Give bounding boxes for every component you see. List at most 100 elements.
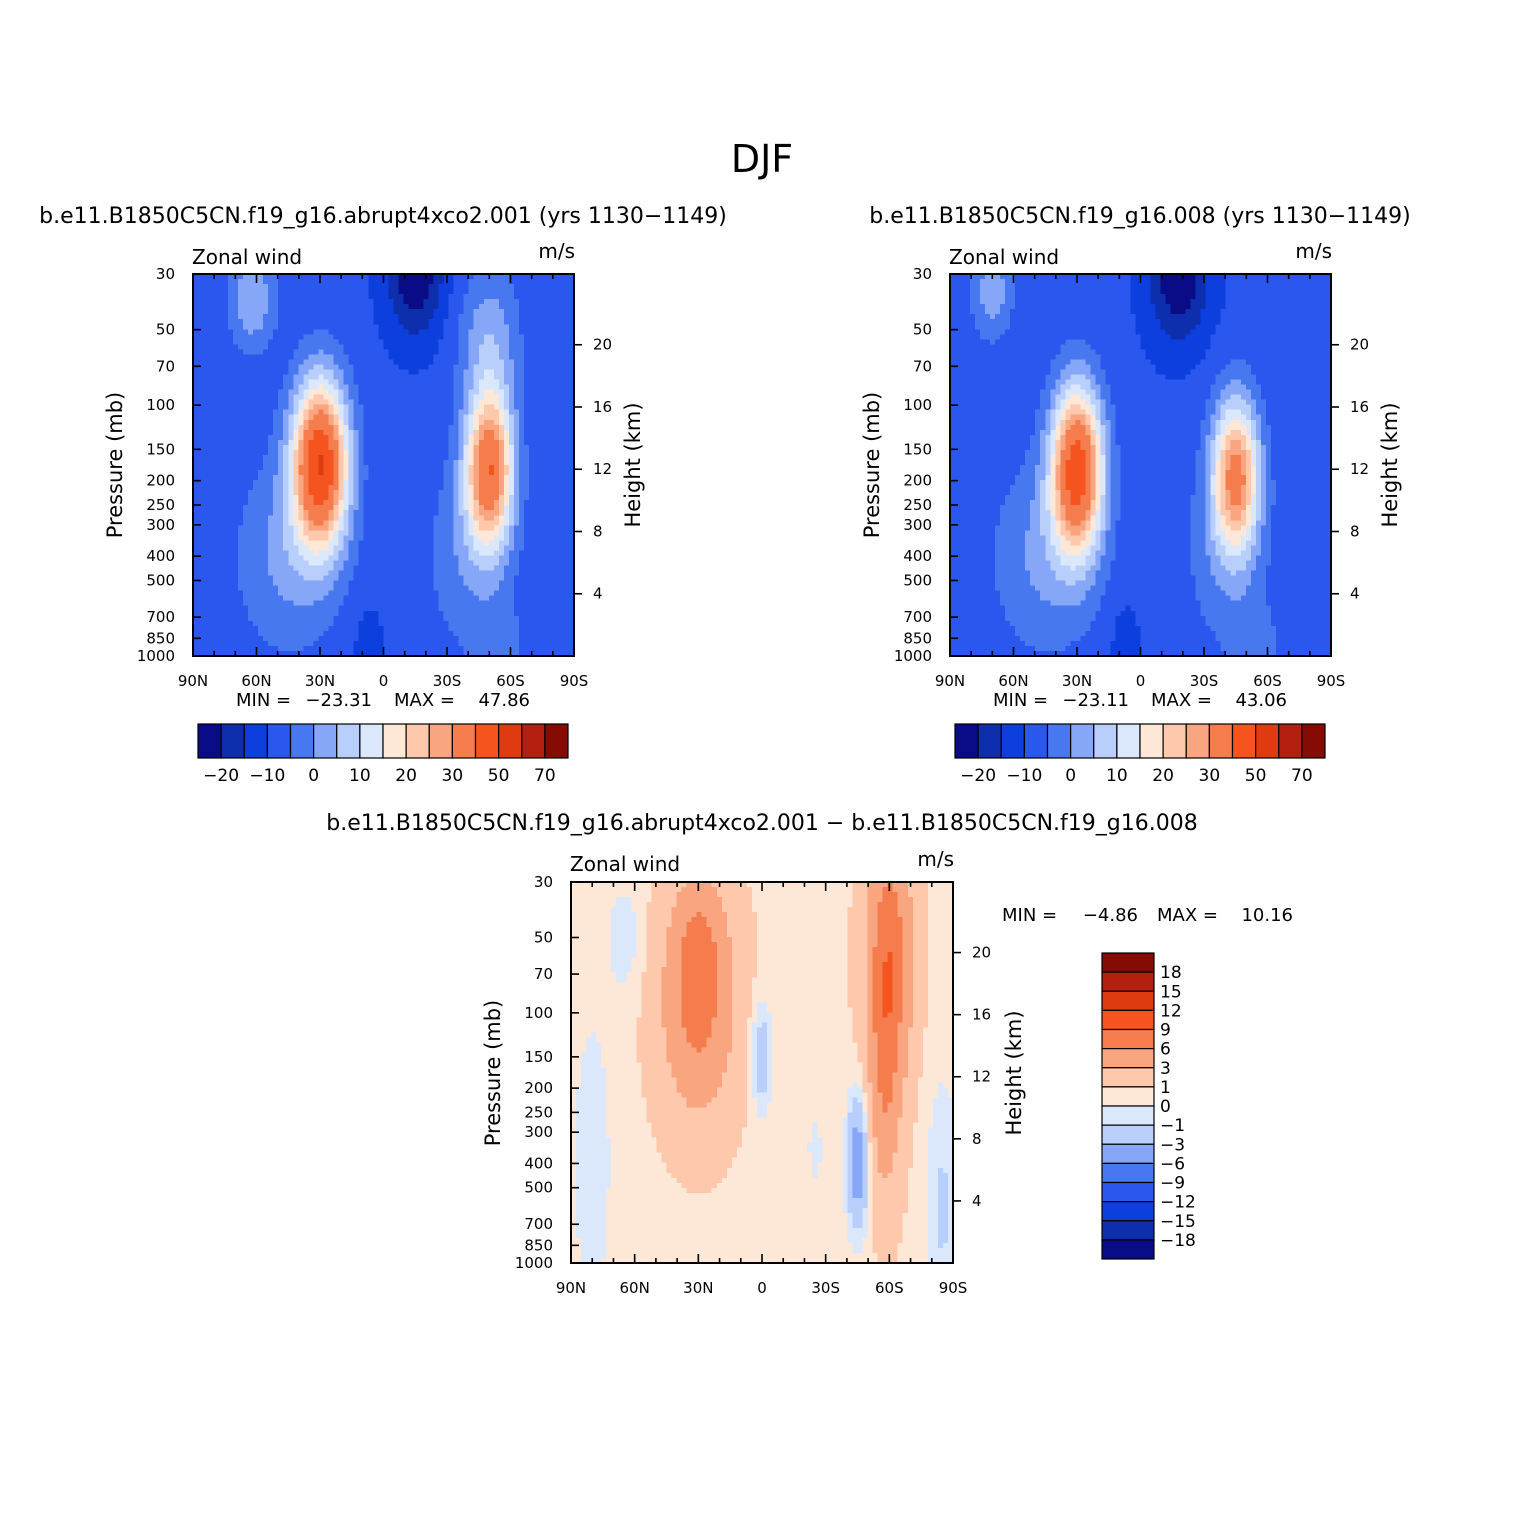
contour-cell [1250,414,1262,421]
contour-cell [872,1232,904,1239]
contour-cell [867,1232,874,1239]
contour-cell [193,630,259,637]
contour-cell [847,917,869,923]
contour-cell [238,289,269,295]
contour-cell [676,897,723,903]
contour-cell [927,1187,939,1194]
contour-cell [398,319,430,325]
contour-cell [1095,580,1107,587]
contour-cell [950,399,1041,406]
contour-cell [1230,444,1242,451]
contour-cell [453,374,465,381]
contour-cell [508,424,515,431]
contour-cell [1155,309,1172,315]
contour-cell [1105,590,1197,597]
contour-cell [1190,550,1207,557]
contour-cell [1250,570,1267,577]
contour-cell [368,274,390,280]
contour-cell [473,535,480,541]
contour-cell [1170,304,1192,310]
contour-cell [726,1057,748,1064]
contour-cell [1085,630,1117,637]
contour-cell [463,580,500,587]
contour-cell [746,1037,753,1044]
contour-cell [671,917,693,923]
contour-cell [478,454,500,461]
contour-cell [503,575,515,582]
contour-cell [338,535,344,541]
contour-cell [428,319,445,325]
contour-cell [348,465,355,471]
contour-cell [1090,510,1096,516]
contour-cell [473,419,480,426]
contour-cell [1110,525,1117,531]
contour-cell [1110,429,1117,436]
colorbar-box [266,723,292,759]
contour-cell [193,500,249,506]
contour-cell [681,1012,718,1018]
contour-cell [1205,615,1272,622]
contour-cell [892,1092,904,1099]
contour-cell [1000,600,1051,607]
contour-cell [358,550,435,557]
min-value: −23.11 [1062,690,1129,711]
y-tick-label: 1000 [137,647,175,665]
contour-cell [646,917,673,923]
colorbar-box [977,723,1002,759]
contour-cell [1215,434,1222,441]
contour-cell [1000,510,1031,516]
contour-cell [1060,369,1091,376]
contour-cell [937,1242,944,1249]
contour-cell [1060,439,1066,446]
contour-cell [611,1172,673,1179]
contour-cell [513,595,574,602]
contour-cell [493,500,500,506]
contour-cell [258,625,329,632]
contour-cell [980,294,1006,300]
contour-cell [1145,354,1207,361]
contour-cell [1205,480,1212,486]
contour-cell [513,369,525,376]
contour-cell [1095,404,1101,411]
contour-cell [1200,419,1212,426]
contour-cell [716,942,733,948]
contour-cell [636,917,647,923]
contour-cell [1240,429,1247,436]
contour-cell [1120,515,1192,521]
contour-cell [950,389,1041,396]
contour-cell [756,1032,768,1038]
contour-cell [1220,540,1232,547]
contour-cell [243,274,264,280]
contour-cell [473,459,480,466]
contour-cell [308,520,314,526]
contour-cell [1195,480,1207,486]
contour-cell [746,1042,753,1049]
contour-cell [917,1097,934,1104]
contour-cell [1220,394,1232,401]
contour-cell [867,912,879,918]
contour-cell [293,475,299,481]
contour-cell [571,1152,577,1159]
contour-cell [751,997,849,1003]
contour-cell [1050,535,1061,541]
contour-cell [1220,444,1227,451]
contour-cell [1205,414,1212,421]
contour-cell [228,279,239,285]
contour-cell [847,977,869,983]
contour-cell [513,520,520,526]
contour-cell [1270,510,1331,516]
min-label: MIN = [236,690,291,711]
contour-cell [571,1212,577,1219]
contour-cell [343,505,349,511]
contour-cell [1055,454,1061,461]
contour-cell [772,1087,849,1094]
contour-cell [1030,575,1056,582]
contour-cell [611,1177,678,1184]
contour-cell [1230,525,1242,531]
contour-cell [283,470,289,476]
contour-cell [1055,510,1061,516]
contour-cell [518,424,525,431]
contour-cell [293,465,299,471]
contour-cell [1110,480,1122,486]
contour-cell [433,545,455,552]
